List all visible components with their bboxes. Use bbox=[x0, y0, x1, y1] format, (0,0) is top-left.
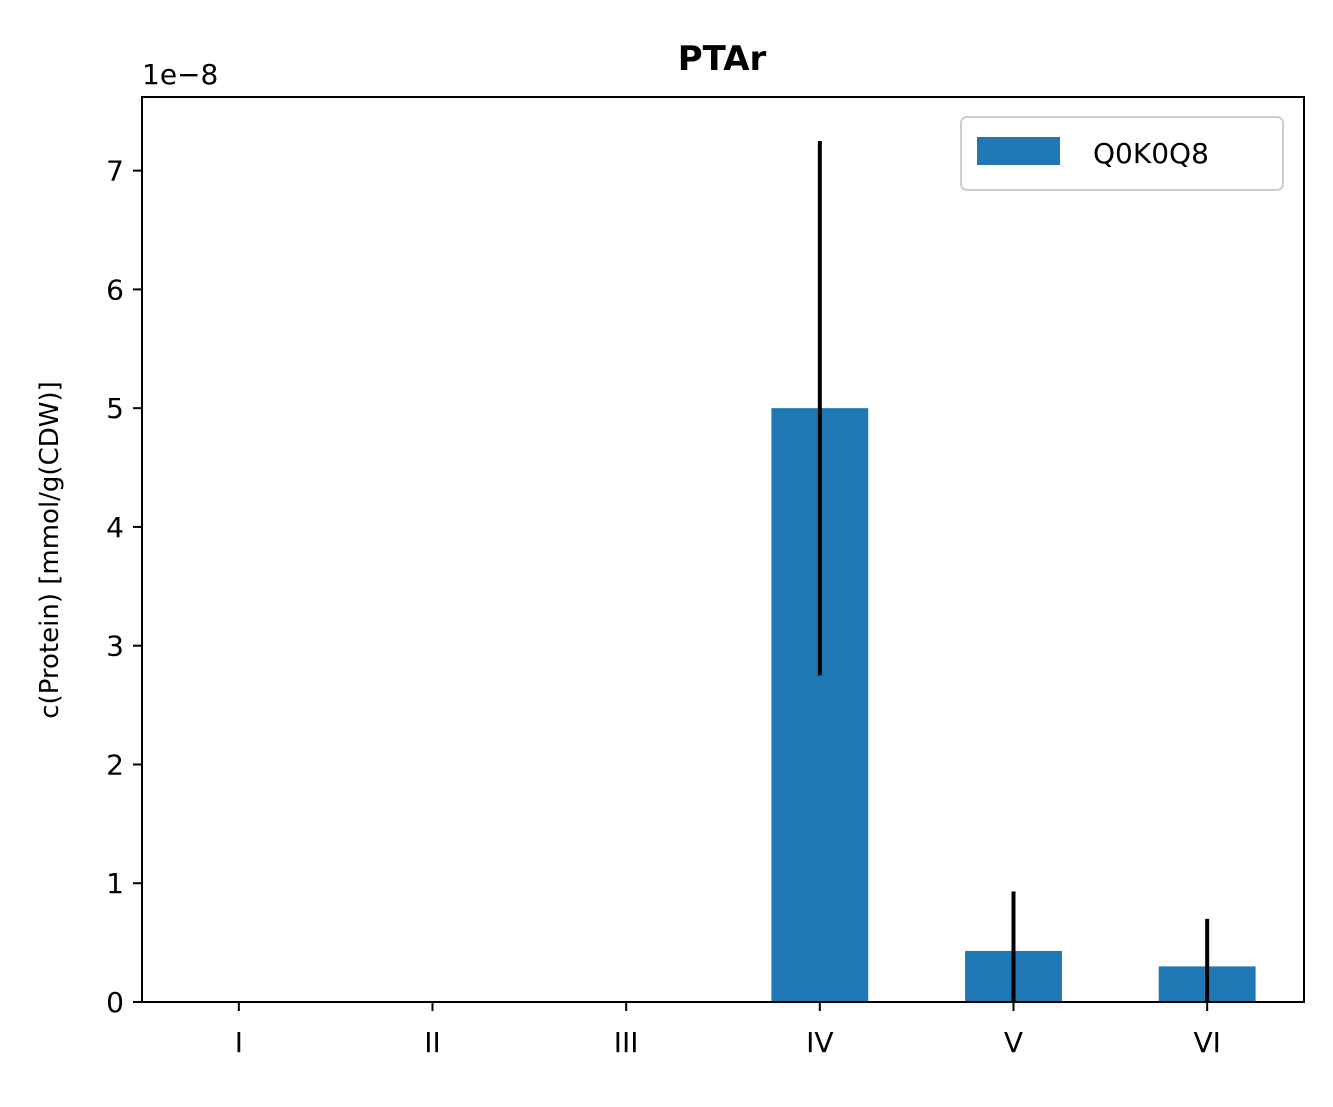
x-ticks-group: I II III IV V VI bbox=[235, 1002, 1221, 1059]
y-tick-label: 0 bbox=[106, 986, 124, 1019]
plot-frame bbox=[141, 96, 1305, 1003]
y-axis-label: c(Protein) [mmol/g(CDW)] bbox=[35, 381, 65, 719]
x-tick-label: II bbox=[424, 1026, 441, 1059]
x-tick-label: III bbox=[614, 1026, 639, 1059]
y-offset-label: 1e−8 bbox=[142, 58, 218, 91]
x-tick-label: V bbox=[1004, 1026, 1023, 1059]
x-tick-label: VI bbox=[1193, 1026, 1220, 1059]
y-tick-label: 4 bbox=[106, 511, 124, 544]
legend-box bbox=[960, 116, 1284, 191]
error-bars-group bbox=[817, 140, 1210, 1002]
x-tick-label: IV bbox=[806, 1026, 833, 1059]
y-tick-label: 5 bbox=[106, 392, 124, 425]
x-tick-label: I bbox=[235, 1026, 243, 1059]
y-ticks-group: 0 1 2 3 4 5 6 7 bbox=[106, 155, 142, 1019]
legend-swatch bbox=[977, 137, 1060, 165]
legend: Q0K0Q8 bbox=[960, 116, 1284, 191]
y-tick-label: 3 bbox=[106, 630, 124, 663]
y-tick-label: 1 bbox=[106, 867, 124, 900]
legend-label: Q0K0Q8 bbox=[1093, 137, 1209, 170]
y-tick-label: 7 bbox=[106, 155, 124, 188]
y-tick-label: 2 bbox=[106, 748, 124, 781]
chart-title: PTAr bbox=[678, 39, 767, 79]
y-tick-label: 6 bbox=[106, 273, 124, 306]
